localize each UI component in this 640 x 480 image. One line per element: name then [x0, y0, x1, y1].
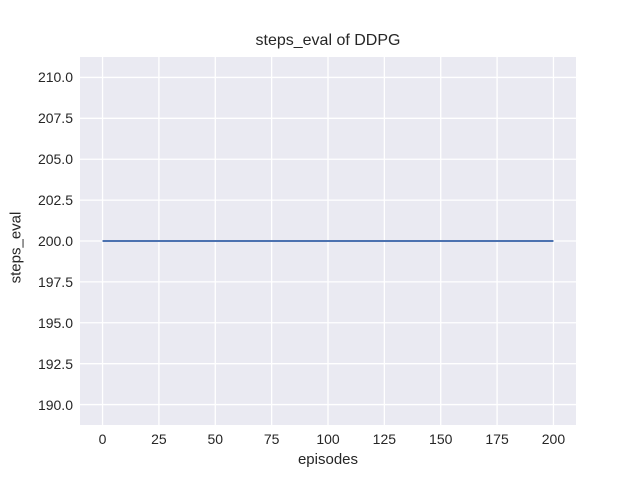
- y-tick-label: 202.5: [37, 192, 73, 209]
- x-tick-label: 75: [263, 431, 280, 447]
- x-tick-label: 50: [207, 431, 224, 447]
- y-tick-label: 200.0: [37, 233, 73, 249]
- x-tick-label: 25: [151, 431, 167, 447]
- y-tick-label: 210.0: [37, 69, 73, 86]
- x-axis-label: episodes: [297, 451, 359, 468]
- x-tick-label: 200: [541, 431, 566, 447]
- x-tick-label: 175: [485, 431, 509, 447]
- y-tick-label: 207.5: [37, 110, 73, 127]
- y-tick-label: 197.5: [37, 273, 73, 290]
- y-tick-label: 192.5: [37, 355, 73, 372]
- chart-title: steps_eval of DDPG: [255, 32, 401, 49]
- y-tick-label: 190.0: [37, 396, 73, 413]
- y-tick-label: 205.0: [37, 151, 73, 168]
- y-tick-label: 195.0: [37, 314, 73, 331]
- x-tick-label: 100: [316, 431, 340, 447]
- x-tick-label: 125: [372, 431, 397, 447]
- x-tick-label: 150: [429, 431, 453, 447]
- x-tick-label: 0: [98, 431, 107, 447]
